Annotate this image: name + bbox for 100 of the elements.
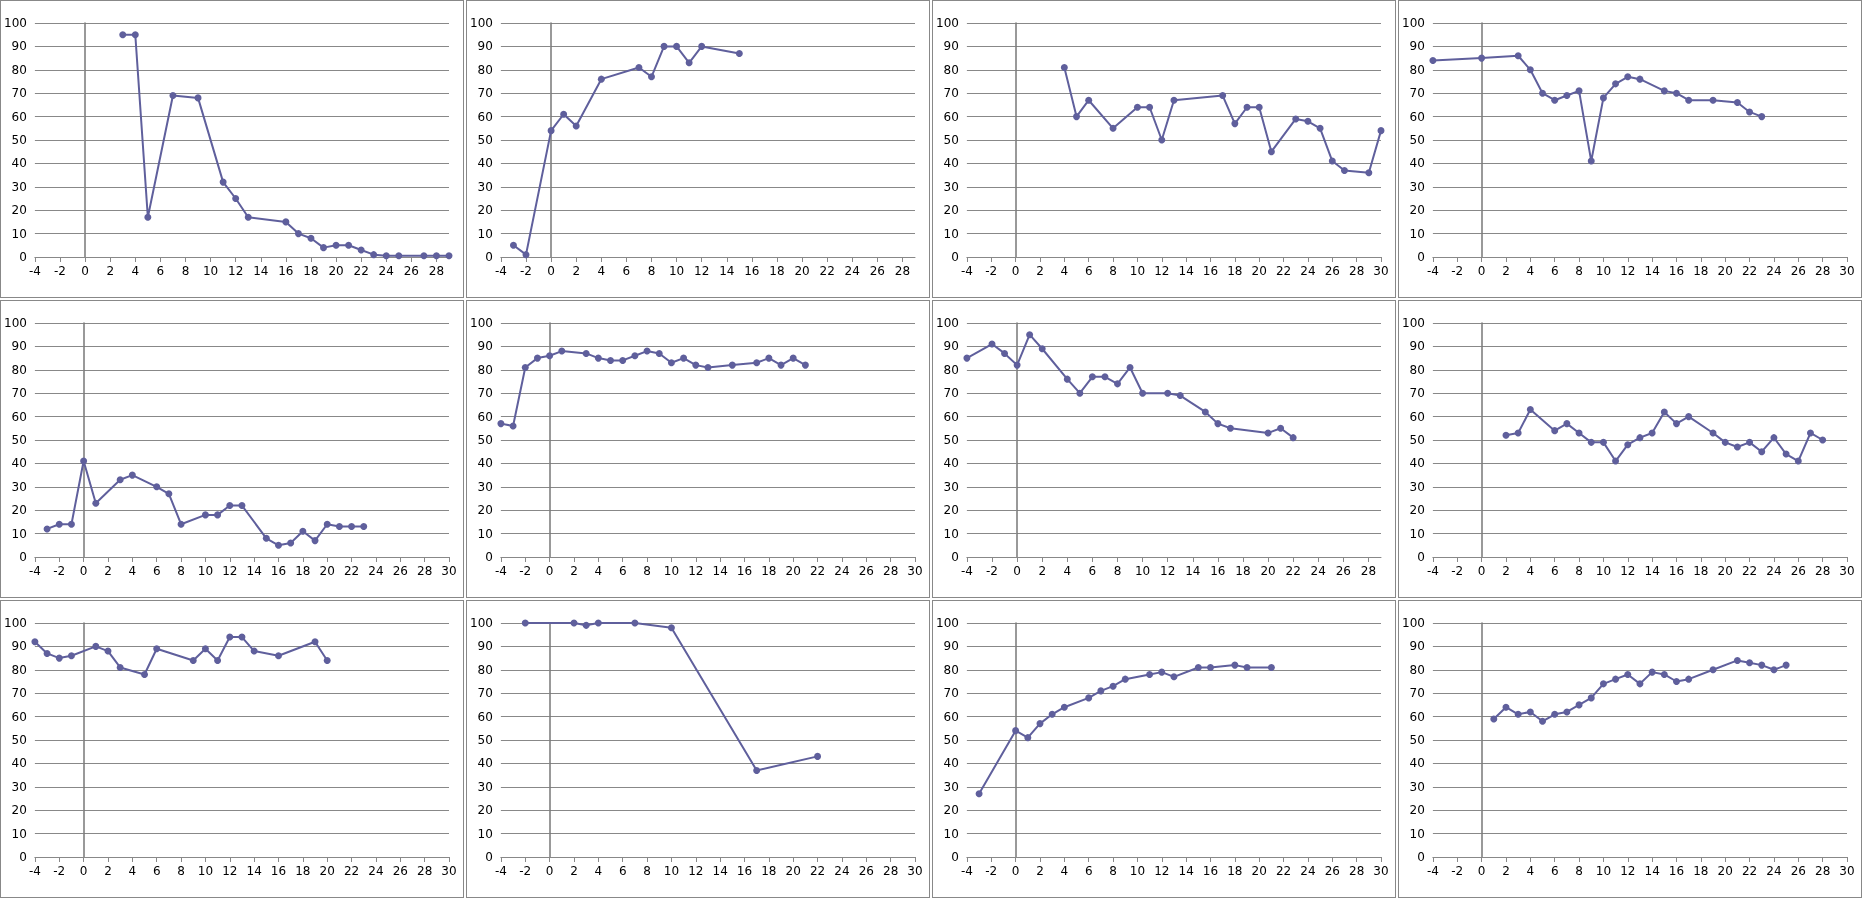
point <box>1158 136 1166 144</box>
y-tick-label: 60 <box>477 709 493 724</box>
point <box>116 476 124 484</box>
point <box>1624 670 1632 678</box>
point <box>1146 670 1154 678</box>
x-tick-label: 20 <box>319 564 335 578</box>
point <box>1478 54 1486 62</box>
y-tick-label: 30 <box>477 179 493 194</box>
x-tick-label: 28 <box>1815 864 1831 878</box>
point <box>735 49 743 57</box>
y-tick-label: 40 <box>1409 456 1425 471</box>
x-tick-label: 24 <box>378 264 394 278</box>
point <box>1806 429 1814 437</box>
point <box>1539 717 1547 725</box>
y-tick-label: 20 <box>11 803 27 818</box>
x-tick-label: -4 <box>960 564 973 578</box>
point <box>1794 457 1802 465</box>
x-tick-label: 20 <box>785 564 801 578</box>
point <box>1126 363 1134 371</box>
x-tick-label: -4 <box>494 864 507 878</box>
y-tick-label: 50 <box>11 733 27 747</box>
x-tick-label: 14 <box>1185 564 1201 578</box>
x-tick-label: 14 <box>246 564 262 578</box>
x-tick-label: 2 <box>1036 864 1044 878</box>
point <box>1076 389 1084 397</box>
x-tick-label: 16 <box>736 564 753 578</box>
x-tick-label: -4 <box>28 564 41 578</box>
y-tick-label: 70 <box>477 86 493 101</box>
point <box>1673 89 1680 97</box>
x-tick-label: -4 <box>960 864 973 878</box>
x-tick-label: 30 <box>441 564 457 578</box>
x-tick-label: 14 <box>253 264 269 278</box>
point <box>521 363 529 371</box>
y-tick-label: 80 <box>943 362 959 377</box>
point <box>299 527 307 535</box>
x-tick-label: 18 <box>1227 864 1243 878</box>
point <box>1139 389 1147 397</box>
point <box>1526 66 1534 74</box>
x-tick-label: 12 <box>228 264 244 278</box>
point <box>1746 438 1754 446</box>
point <box>1502 703 1510 711</box>
y-tick-label: 90 <box>1409 39 1425 54</box>
point <box>801 361 809 369</box>
y-tick-label: 90 <box>11 39 27 54</box>
y-tick-label: 50 <box>1409 433 1425 447</box>
point <box>1721 438 1729 446</box>
x-tick-label: 30 <box>1373 264 1389 278</box>
point <box>31 638 39 646</box>
x-tick-label: 16 <box>278 264 294 278</box>
y-tick-label: 60 <box>11 409 27 424</box>
point <box>1328 157 1336 165</box>
point <box>619 356 627 364</box>
y-tick-label: 0 <box>951 850 959 864</box>
y-tick-label: 0 <box>1417 550 1425 564</box>
y-tick-label: 80 <box>1409 62 1425 77</box>
x-tick-label: 28 <box>428 264 445 278</box>
point <box>497 420 505 428</box>
x-tick-label: 26 <box>1790 564 1806 578</box>
x-tick-label: 14 <box>1644 564 1660 578</box>
x-tick-label: 20 <box>319 864 335 878</box>
point <box>1758 661 1766 669</box>
y-tick-label: 80 <box>477 62 493 77</box>
point <box>1490 715 1498 723</box>
x-tick-label: -2 <box>54 264 66 278</box>
x-tick-label: 18 <box>1235 564 1251 578</box>
x-tick-label: 24 <box>834 864 850 878</box>
point <box>1660 87 1668 95</box>
x-tick-label: 6 <box>618 864 627 878</box>
x-tick-label: 16 <box>1668 564 1685 578</box>
y-tick-label: 0 <box>485 250 493 264</box>
x-tick-label: 28 <box>1349 264 1365 278</box>
point <box>594 619 602 627</box>
point <box>1587 157 1595 165</box>
y-tick-label: 90 <box>943 639 959 654</box>
point <box>1733 656 1741 664</box>
point <box>219 178 227 186</box>
x-tick-label: 20 <box>328 264 344 278</box>
point <box>1758 113 1766 121</box>
x-tick-label: -2 <box>1451 564 1464 578</box>
point <box>521 619 529 627</box>
y-tick-label: 80 <box>943 62 959 77</box>
x-tick-label: 8 <box>1575 864 1583 878</box>
point <box>55 654 63 662</box>
y-tick-label: 30 <box>1409 179 1425 194</box>
x-tick-label: 10 <box>1134 564 1151 578</box>
y-tick-label: 0 <box>19 550 27 564</box>
y-tick-label: 50 <box>477 733 493 747</box>
point <box>1563 92 1571 100</box>
x-tick-label: 26 <box>1324 864 1340 878</box>
y-tick-label: 60 <box>943 109 959 124</box>
y-tick-label: 80 <box>1409 362 1425 377</box>
point <box>680 354 688 362</box>
y-tick-label: 70 <box>11 386 27 401</box>
point <box>1514 710 1522 718</box>
y-tick-label: 40 <box>1409 756 1425 771</box>
y-tick-label: 0 <box>19 850 27 864</box>
point <box>1587 438 1595 446</box>
x-tick-label: 16 <box>736 864 753 878</box>
x-tick-label: 8 <box>1575 264 1583 278</box>
x-tick-label: 10 <box>1595 864 1612 878</box>
